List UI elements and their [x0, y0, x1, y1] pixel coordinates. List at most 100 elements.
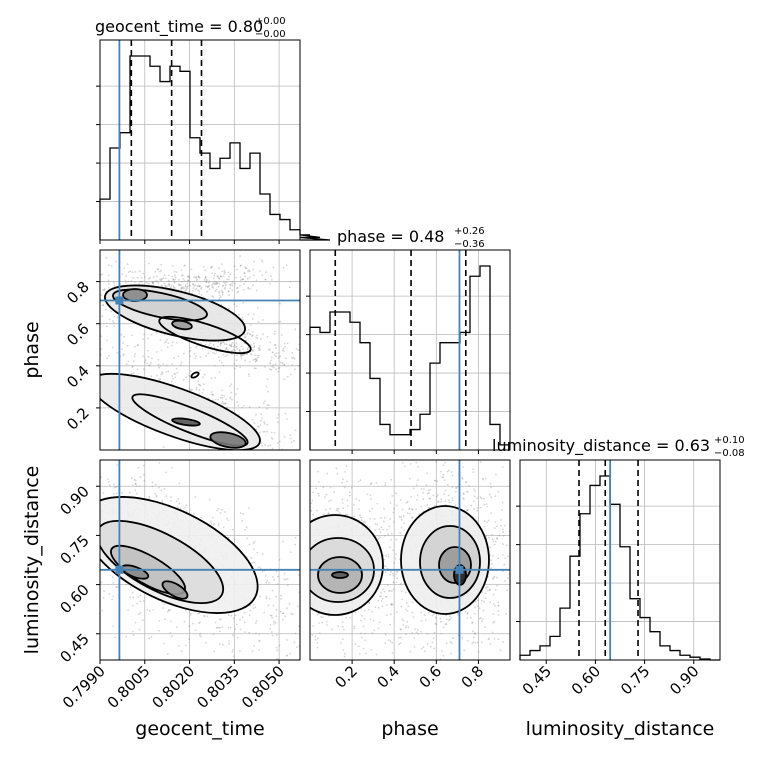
- scatter-point: [390, 603, 392, 606]
- scatter-point: [163, 282, 166, 285]
- scatter-point: [220, 263, 223, 265]
- scatter-point: [362, 521, 365, 523]
- scatter-point: [370, 648, 373, 651]
- scatter-point: [241, 354, 244, 356]
- scatter-point: [186, 286, 189, 289]
- scatter-point: [160, 349, 163, 352]
- scatter-point: [358, 499, 361, 502]
- scatter-point: [312, 513, 314, 516]
- scatter-point: [473, 488, 475, 491]
- scatter-point: [494, 541, 497, 543]
- scatter-point: [360, 632, 362, 635]
- scatter-point: [214, 282, 217, 285]
- scatter-point: [403, 522, 405, 524]
- scatter-point: [167, 342, 170, 344]
- scatter-point: [360, 519, 363, 522]
- scatter-point: [289, 434, 292, 436]
- scatter-point: [243, 282, 245, 285]
- scatter-point: [454, 490, 457, 493]
- scatter-point: [239, 650, 241, 652]
- xlabel-luminosity-distance: luminosity_distance: [526, 718, 715, 740]
- scatter-point: [392, 549, 394, 552]
- scatter-point: [362, 647, 365, 650]
- scatter-point: [349, 494, 351, 497]
- scatter-point: [188, 625, 191, 628]
- scatter-point: [317, 494, 320, 497]
- scatter-point: [435, 504, 438, 507]
- scatter-point: [294, 543, 297, 546]
- scatter-point: [499, 649, 502, 652]
- scatter-point: [317, 481, 320, 483]
- scatter-point: [285, 264, 288, 266]
- scatter-point: [344, 471, 347, 473]
- scatter-point: [192, 290, 194, 292]
- scatter-point: [502, 641, 504, 643]
- scatter-point: [219, 618, 222, 621]
- scatter-point: [106, 478, 109, 481]
- scatter-point: [235, 305, 238, 307]
- scatter-point: [252, 349, 254, 352]
- scatter-point: [349, 616, 352, 619]
- scatter-point: [110, 265, 113, 267]
- scatter-point: [259, 348, 261, 351]
- scatter-point: [171, 275, 174, 278]
- scatter-point: [425, 484, 428, 487]
- scatter-point: [194, 357, 197, 359]
- x-tick-label: 0.6: [416, 662, 446, 692]
- scatter-point: [426, 492, 429, 495]
- scatter-point: [273, 620, 275, 623]
- scatter-point: [165, 371, 168, 373]
- scatter-point: [225, 398, 228, 401]
- scatter-point: [156, 280, 159, 282]
- scatter-point: [461, 477, 464, 480]
- scatter-point: [233, 363, 236, 365]
- scatter-point: [217, 356, 220, 358]
- scatter-point: [462, 497, 464, 499]
- scatter-point: [248, 270, 251, 273]
- scatter-point: [396, 577, 399, 580]
- scatter-point: [116, 492, 118, 495]
- scatter-point: [401, 508, 404, 511]
- scatter-point: [336, 507, 339, 510]
- scatter-point: [167, 609, 170, 611]
- scatter-point: [133, 345, 136, 348]
- scatter-point: [411, 632, 414, 634]
- scatter-point: [284, 615, 287, 618]
- scatter-point: [416, 494, 419, 497]
- scatter-point: [133, 281, 136, 284]
- scatter-point: [432, 613, 435, 616]
- scatter-point: [433, 505, 436, 507]
- x-tick-label: 0.75: [617, 662, 653, 698]
- scatter-point: [375, 482, 378, 484]
- scatter-point: [233, 303, 236, 306]
- scatter-point: [151, 282, 154, 284]
- scatter-point: [148, 495, 151, 498]
- scatter-point: [451, 499, 454, 502]
- scatter-point: [411, 508, 414, 511]
- scatter-point: [116, 485, 119, 488]
- scatter-point: [497, 490, 500, 493]
- scatter-point: [228, 275, 230, 278]
- scatter-point: [254, 606, 257, 609]
- scatter-point: [269, 282, 271, 285]
- scatter-point: [374, 606, 377, 609]
- scatter-point: [471, 621, 474, 624]
- scatter-point: [242, 348, 245, 350]
- scatter-point: [157, 268, 160, 271]
- scatter-point: [503, 563, 506, 566]
- scatter-point: [187, 276, 189, 278]
- scatter-point: [120, 492, 123, 494]
- scatter-point: [484, 597, 487, 600]
- scatter-point: [341, 502, 344, 504]
- clipped-content: [100, 255, 300, 450]
- scatter-point: [213, 274, 216, 277]
- scatter-point: [199, 632, 202, 635]
- scatter-point: [377, 627, 380, 630]
- scatter-point: [172, 377, 175, 380]
- scatter-point: [198, 292, 201, 295]
- scatter-point: [132, 277, 135, 279]
- scatter-point: [275, 615, 278, 618]
- scatter-point: [282, 347, 285, 350]
- scatter-point: [181, 280, 184, 283]
- scatter-point: [401, 598, 404, 601]
